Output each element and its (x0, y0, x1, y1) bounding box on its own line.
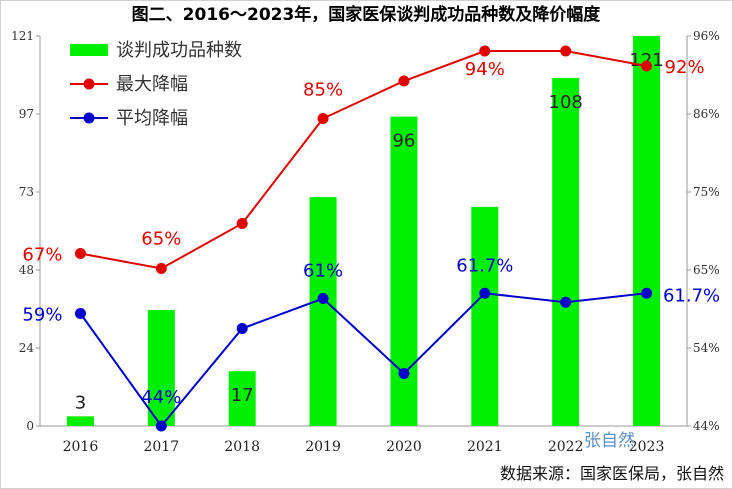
avg-drop-label: 44% (141, 387, 181, 408)
series-point (398, 368, 410, 379)
bar-value-label: 96 (392, 131, 415, 152)
legend-swatch-bar (70, 44, 108, 56)
legend-swatch-point (83, 112, 95, 124)
bar (228, 371, 256, 426)
bar (552, 77, 580, 427)
source-note: 数据来源：国家医保局，张自然 (500, 464, 724, 483)
right-tick-label: 54% (693, 341, 720, 355)
right-tick-label: 96% (693, 29, 720, 43)
x-tick-label: 2022 (548, 439, 584, 455)
max-drop-label: 94% (465, 59, 505, 80)
series-point (155, 263, 167, 274)
max-drop-label: 67% (22, 245, 62, 266)
series-line (80, 50, 647, 270)
x-tick-label: 2021 (467, 439, 503, 455)
bar-value-label: 3 (75, 392, 86, 413)
avg-drop-label: 61% (303, 261, 343, 282)
plot-area: 0 24 48 73 97 121 44% 54% 65% 75% 86% 96% 2016 2017 20… (11, 29, 720, 455)
series-point (560, 296, 572, 308)
avg-drop-label: 61.7% (663, 285, 720, 306)
series-point (74, 308, 86, 319)
bar (309, 197, 337, 426)
max-drop-label: 85% (303, 80, 343, 101)
bar (471, 206, 499, 426)
series-point (398, 75, 410, 87)
avg-drop-label: 61.7% (456, 255, 513, 276)
right-tick-label: 44% (693, 419, 720, 433)
series-point (479, 287, 491, 299)
x-tick-label: 2017 (143, 439, 179, 455)
series-point (641, 287, 653, 299)
left-tick-label: 0 (26, 419, 34, 433)
bar (390, 116, 418, 426)
legend-swatch-point (83, 78, 95, 90)
x-tick-label: 2019 (305, 439, 341, 455)
left-tick-label: 73 (19, 185, 34, 199)
left-tick-label: 97 (19, 107, 34, 121)
avg-drop-label: 59% (22, 305, 62, 326)
series-point (317, 113, 329, 124)
legend-entry: 谈判成功品种数 (116, 40, 242, 61)
bar (633, 36, 661, 426)
series-point (74, 248, 86, 259)
legend-entry: 最大降幅 (116, 74, 188, 95)
series-point (479, 45, 491, 57)
bar-value-label: 108 (549, 92, 583, 113)
series-point (560, 45, 572, 57)
left-tick-label: 24 (19, 341, 35, 355)
legend-entry: 平均降幅 (116, 108, 188, 129)
right-tick-label: 75% (693, 185, 720, 199)
series-line (79, 292, 647, 428)
left-tick-label: 121 (11, 29, 34, 43)
watermark: 张自然 (584, 431, 635, 451)
x-tick-label: 2020 (386, 439, 422, 455)
max-drop-label: 65% (141, 229, 181, 250)
max-drop-label: 92% (665, 57, 705, 78)
x-tick-label: 2023 (629, 439, 665, 455)
x-tick-label: 2018 (224, 439, 260, 455)
chart-title: 图二、2016～2023年，国家医保谈判成功品种数及降价幅度 (132, 4, 602, 25)
bar-value-label: 17 (231, 385, 254, 406)
series-point (155, 420, 167, 432)
right-tick-label: 86% (693, 107, 720, 121)
series-point (236, 323, 248, 334)
right-tick-label: 65% (693, 263, 720, 277)
series-point (236, 218, 248, 229)
bar (147, 309, 175, 426)
x-tick-label: 2016 (63, 439, 99, 455)
series-point (641, 60, 653, 72)
left-tick-label: 48 (19, 263, 34, 277)
bar (66, 416, 94, 426)
series-point (317, 293, 329, 304)
